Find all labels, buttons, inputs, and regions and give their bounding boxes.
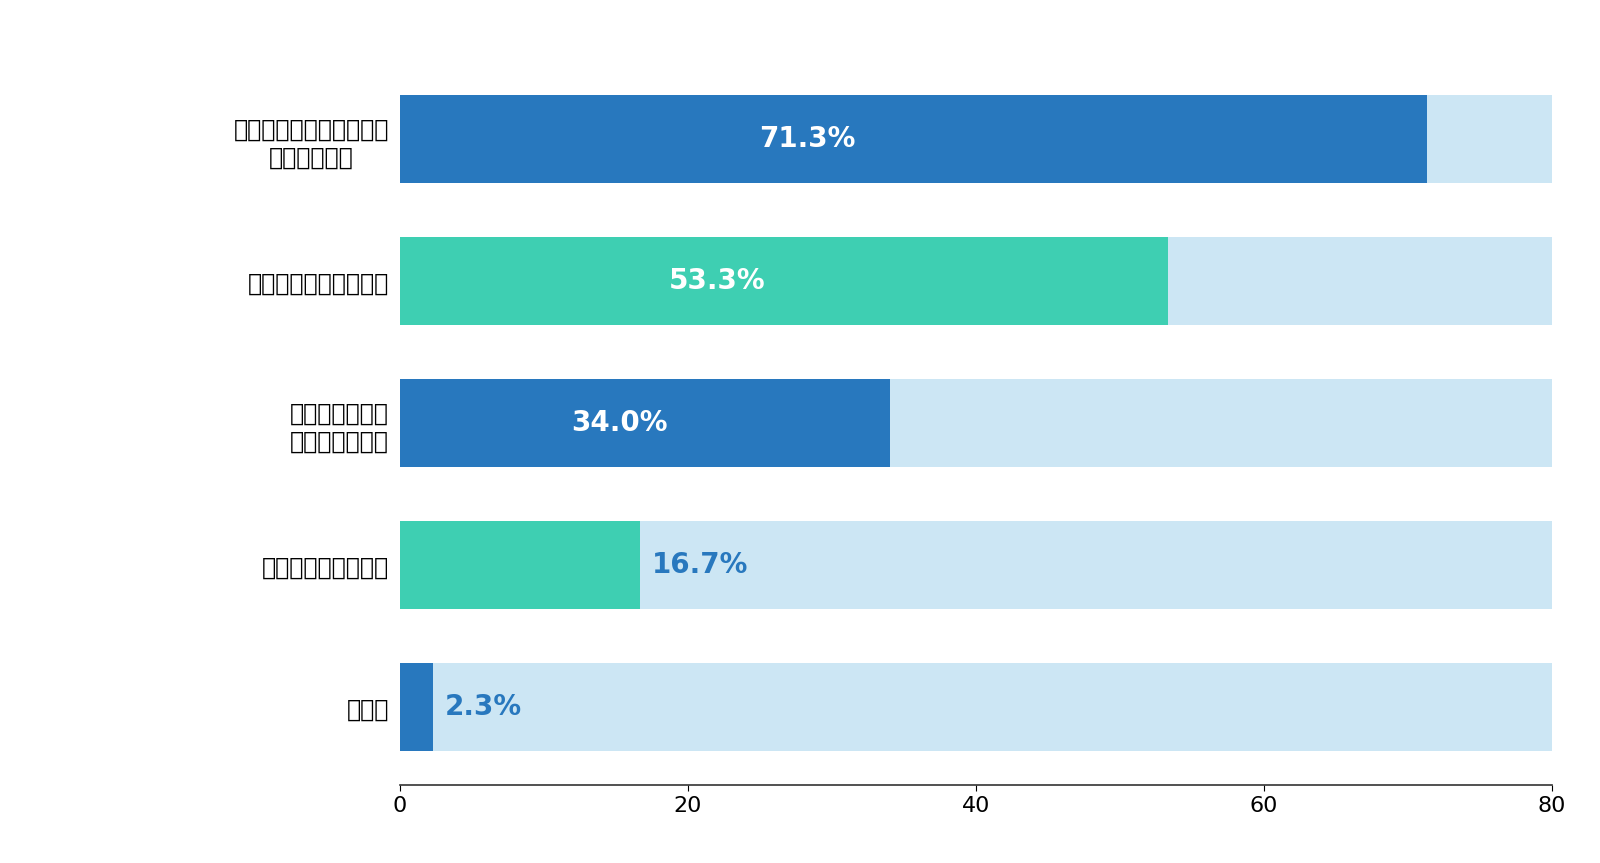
Bar <box>400 380 1552 468</box>
Bar <box>400 237 1168 325</box>
Bar <box>400 521 1552 609</box>
Bar <box>400 380 890 468</box>
Text: 16.7%: 16.7% <box>653 551 749 579</box>
Bar <box>400 96 1552 184</box>
Bar <box>400 237 1552 325</box>
Bar <box>400 664 1552 752</box>
Text: 2.3%: 2.3% <box>445 693 522 721</box>
Bar <box>400 664 434 752</box>
Text: 34.0%: 34.0% <box>571 409 667 438</box>
Text: 53.3%: 53.3% <box>669 268 765 295</box>
Text: 71.3%: 71.3% <box>760 125 856 154</box>
Bar <box>400 521 640 609</box>
Bar <box>400 96 1427 184</box>
